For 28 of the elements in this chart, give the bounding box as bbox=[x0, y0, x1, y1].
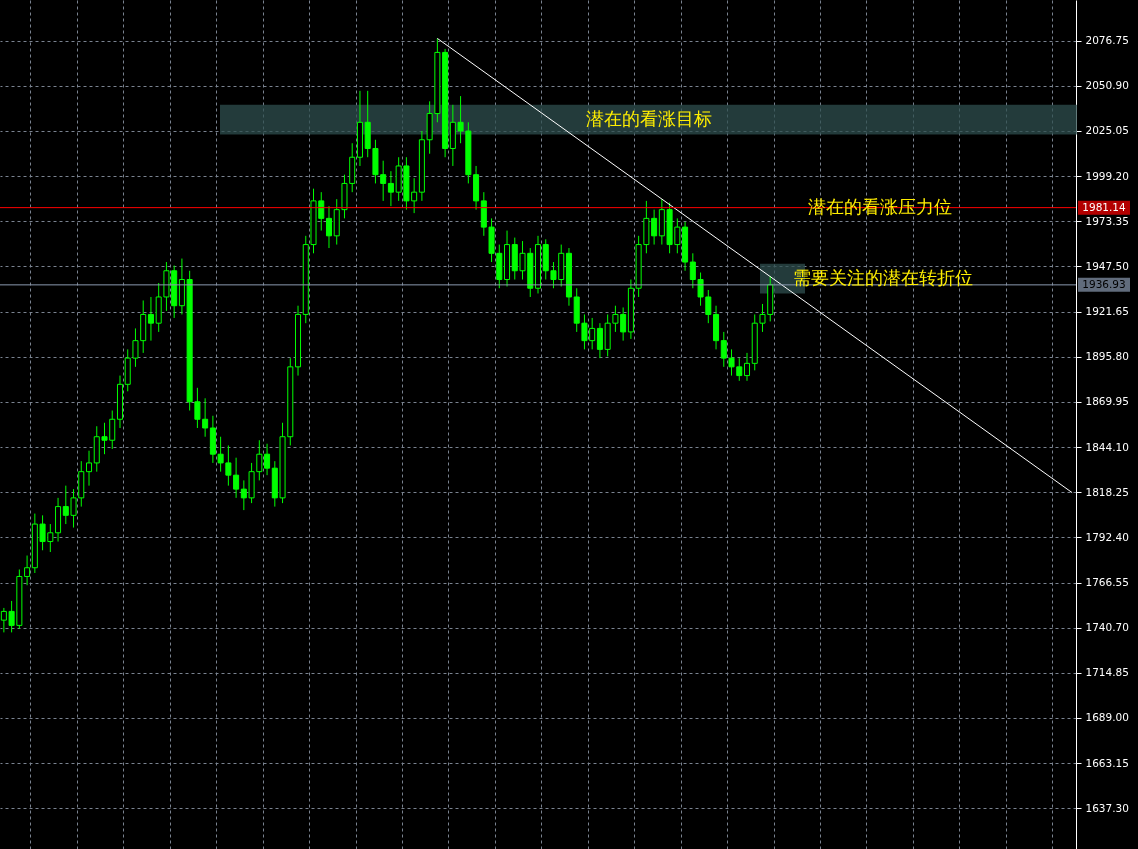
y-tick-label: 1947.50 bbox=[1085, 259, 1129, 272]
band-label: 潜在的看涨目标 bbox=[585, 107, 712, 129]
y-tick-label: 1663.15 bbox=[1085, 756, 1129, 769]
y-tick-label: 1844.10 bbox=[1085, 440, 1129, 453]
y-tick-label: 1973.35 bbox=[1085, 214, 1129, 227]
y-tick-label: 1921.65 bbox=[1085, 305, 1129, 318]
y-tick-label: 1818.25 bbox=[1085, 485, 1129, 498]
y-tick-label: 1740.70 bbox=[1085, 621, 1129, 634]
y-tick-label: 2025.05 bbox=[1085, 124, 1129, 137]
band-label: 需要关注的潜在转折位 bbox=[792, 266, 973, 288]
candlestick bbox=[325, 205, 333, 249]
y-tick-label: 1714.85 bbox=[1085, 666, 1129, 679]
candlestick bbox=[743, 352, 751, 382]
y-tick-label: 1689.00 bbox=[1085, 711, 1129, 724]
y-tick-label: 1999.20 bbox=[1085, 169, 1129, 182]
candlestick bbox=[86, 450, 93, 487]
y-tick-label: 2050.90 bbox=[1085, 79, 1129, 92]
candlestick bbox=[596, 322, 603, 359]
y-tick-label: 1792.40 bbox=[1085, 530, 1129, 543]
ref-line-label: 1981.14 bbox=[1082, 200, 1127, 213]
y-tick-label: 1895.80 bbox=[1085, 350, 1129, 363]
candlestick bbox=[264, 443, 271, 476]
y-tick-label: 1869.95 bbox=[1085, 395, 1129, 408]
y-tick-label: 2076.75 bbox=[1085, 34, 1129, 47]
y-tick-label: 1637.30 bbox=[1085, 801, 1129, 814]
y-tick-label: 1766.55 bbox=[1085, 576, 1129, 589]
candlestick bbox=[147, 296, 154, 342]
ref-line-label: 1936.93 bbox=[1082, 277, 1126, 290]
